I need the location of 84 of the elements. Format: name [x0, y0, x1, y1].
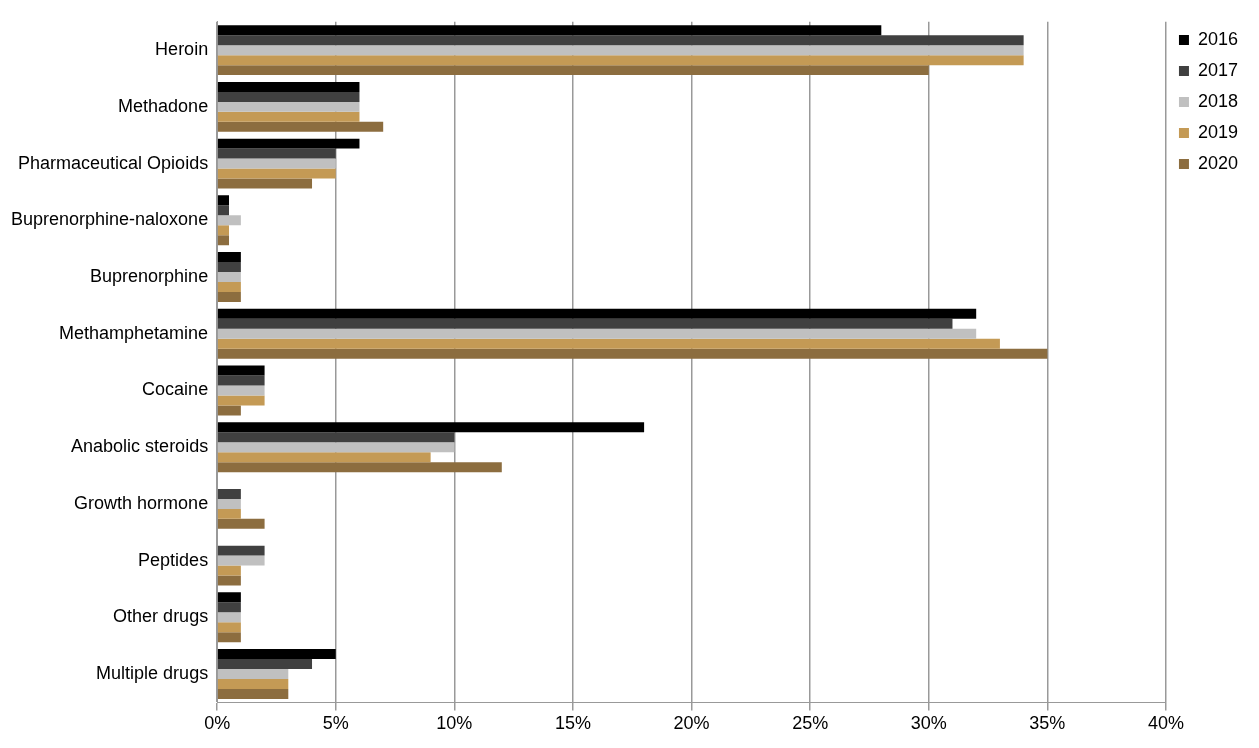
bar [217, 622, 241, 633]
bar [217, 518, 265, 529]
legend-label: 2020 [1197, 152, 1238, 173]
x-tick-label: 20% [673, 713, 710, 734]
bar [217, 55, 1024, 66]
bar [217, 395, 265, 406]
bar [217, 659, 313, 670]
bar [217, 111, 360, 122]
legend-label: 2017 [1197, 59, 1238, 80]
bar [217, 138, 360, 149]
bar [217, 101, 360, 112]
bar [217, 252, 241, 263]
bar [217, 365, 265, 376]
bar [217, 442, 455, 453]
y-tick-label: Growth hormone [74, 492, 209, 513]
y-tick-label: Heroin [155, 39, 209, 60]
y-tick-label: Anabolic steroids [71, 436, 209, 457]
bar [217, 292, 241, 302]
bar [217, 25, 882, 36]
x-tick-label: 40% [1147, 713, 1184, 734]
y-tick-label: Peptides [138, 549, 209, 570]
x-tick-label: 5% [322, 713, 349, 734]
x-tick-label: 35% [1029, 713, 1066, 734]
bar [217, 338, 1000, 349]
bar [217, 545, 265, 556]
bar [217, 669, 289, 680]
y-tick-label: Buprenorphine [90, 265, 209, 286]
x-tick-label: 30% [910, 713, 947, 734]
bar [217, 565, 241, 576]
bar [217, 348, 1048, 359]
x-tick-label: 25% [792, 713, 829, 734]
bar [217, 81, 360, 92]
bar [217, 632, 241, 643]
legend-label: 2016 [1197, 28, 1238, 49]
bar [217, 45, 1024, 56]
bar [217, 318, 953, 329]
bar [217, 195, 230, 206]
bar [217, 575, 241, 586]
bar [217, 679, 289, 690]
bar [217, 168, 336, 179]
bar [217, 498, 241, 509]
bar [217, 432, 455, 443]
bar [217, 612, 241, 623]
y-tick-label: Multiple drugs [96, 663, 209, 684]
bar [217, 649, 336, 660]
bar [217, 452, 431, 463]
x-tick-label: 15% [554, 713, 591, 734]
bar [217, 148, 336, 159]
y-tick-label: Cocaine [142, 379, 209, 400]
bar [217, 91, 360, 102]
bar [217, 422, 645, 433]
x-tick-label: 0% [204, 713, 231, 734]
bar [217, 215, 241, 226]
bar [217, 462, 502, 473]
y-tick-label: Other drugs [113, 606, 209, 627]
bar [217, 508, 241, 519]
bar [217, 282, 241, 292]
legend-label: 2018 [1197, 90, 1238, 111]
bar [217, 272, 241, 283]
bar [217, 385, 265, 396]
y-tick-label: Methadone [118, 95, 209, 116]
bar [217, 488, 241, 499]
bar [217, 262, 241, 273]
y-tick-label: Pharmaceutical Opioids [18, 152, 209, 173]
bar [217, 689, 289, 699]
bar [217, 178, 313, 189]
bar [217, 121, 384, 132]
x-tick-label: 10% [436, 713, 473, 734]
bar [217, 375, 265, 386]
bar [217, 308, 977, 319]
y-tick-label: Methamphetamine [59, 322, 209, 343]
y-tick-label: Buprenorphine-naloxone [10, 209, 209, 230]
bar [217, 592, 241, 603]
legend-label: 2019 [1197, 121, 1238, 142]
bar [217, 235, 230, 246]
bar [217, 205, 230, 216]
bar [217, 65, 929, 76]
bar [217, 555, 265, 566]
bar [217, 602, 241, 613]
bar [217, 158, 336, 169]
bar [217, 328, 977, 339]
bar [217, 405, 241, 416]
bar [217, 35, 1024, 46]
bar [217, 225, 230, 236]
